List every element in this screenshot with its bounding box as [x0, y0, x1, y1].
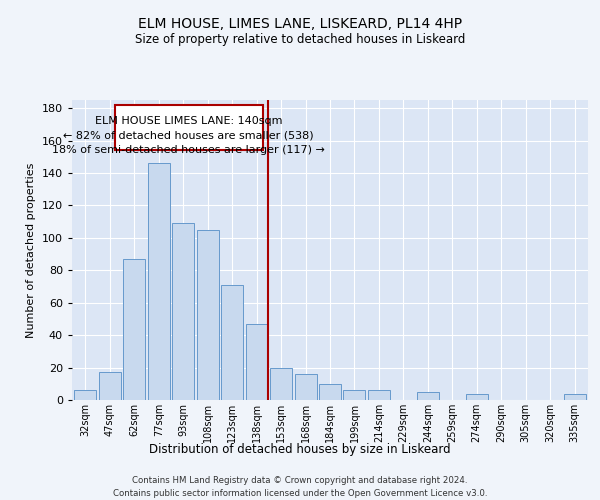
Bar: [343, 390, 365, 400]
Text: Size of property relative to detached houses in Liskeard: Size of property relative to detached ho…: [135, 32, 465, 46]
Bar: [417, 392, 439, 400]
Bar: [148, 163, 170, 400]
Text: 18% of semi-detached houses are larger (117) →: 18% of semi-detached houses are larger (…: [52, 146, 325, 156]
Bar: [563, 394, 586, 400]
Bar: [115, 105, 263, 150]
Bar: [466, 394, 488, 400]
Text: Distribution of detached houses by size in Liskeard: Distribution of detached houses by size …: [149, 442, 451, 456]
Bar: [99, 372, 121, 400]
Y-axis label: Number of detached properties: Number of detached properties: [26, 162, 36, 338]
Bar: [270, 368, 292, 400]
Text: ← 82% of detached houses are smaller (538): ← 82% of detached houses are smaller (53…: [64, 131, 314, 141]
Bar: [197, 230, 219, 400]
Bar: [368, 390, 390, 400]
Text: ELM HOUSE, LIMES LANE, LISKEARD, PL14 4HP: ELM HOUSE, LIMES LANE, LISKEARD, PL14 4H…: [138, 18, 462, 32]
Bar: [172, 223, 194, 400]
Bar: [245, 324, 268, 400]
Bar: [221, 285, 243, 400]
Text: Contains HM Land Registry data © Crown copyright and database right 2024.
Contai: Contains HM Land Registry data © Crown c…: [113, 476, 487, 498]
Bar: [295, 374, 317, 400]
Bar: [124, 259, 145, 400]
Bar: [74, 390, 97, 400]
Bar: [319, 384, 341, 400]
Text: ELM HOUSE LIMES LANE: 140sqm: ELM HOUSE LIMES LANE: 140sqm: [95, 116, 283, 126]
